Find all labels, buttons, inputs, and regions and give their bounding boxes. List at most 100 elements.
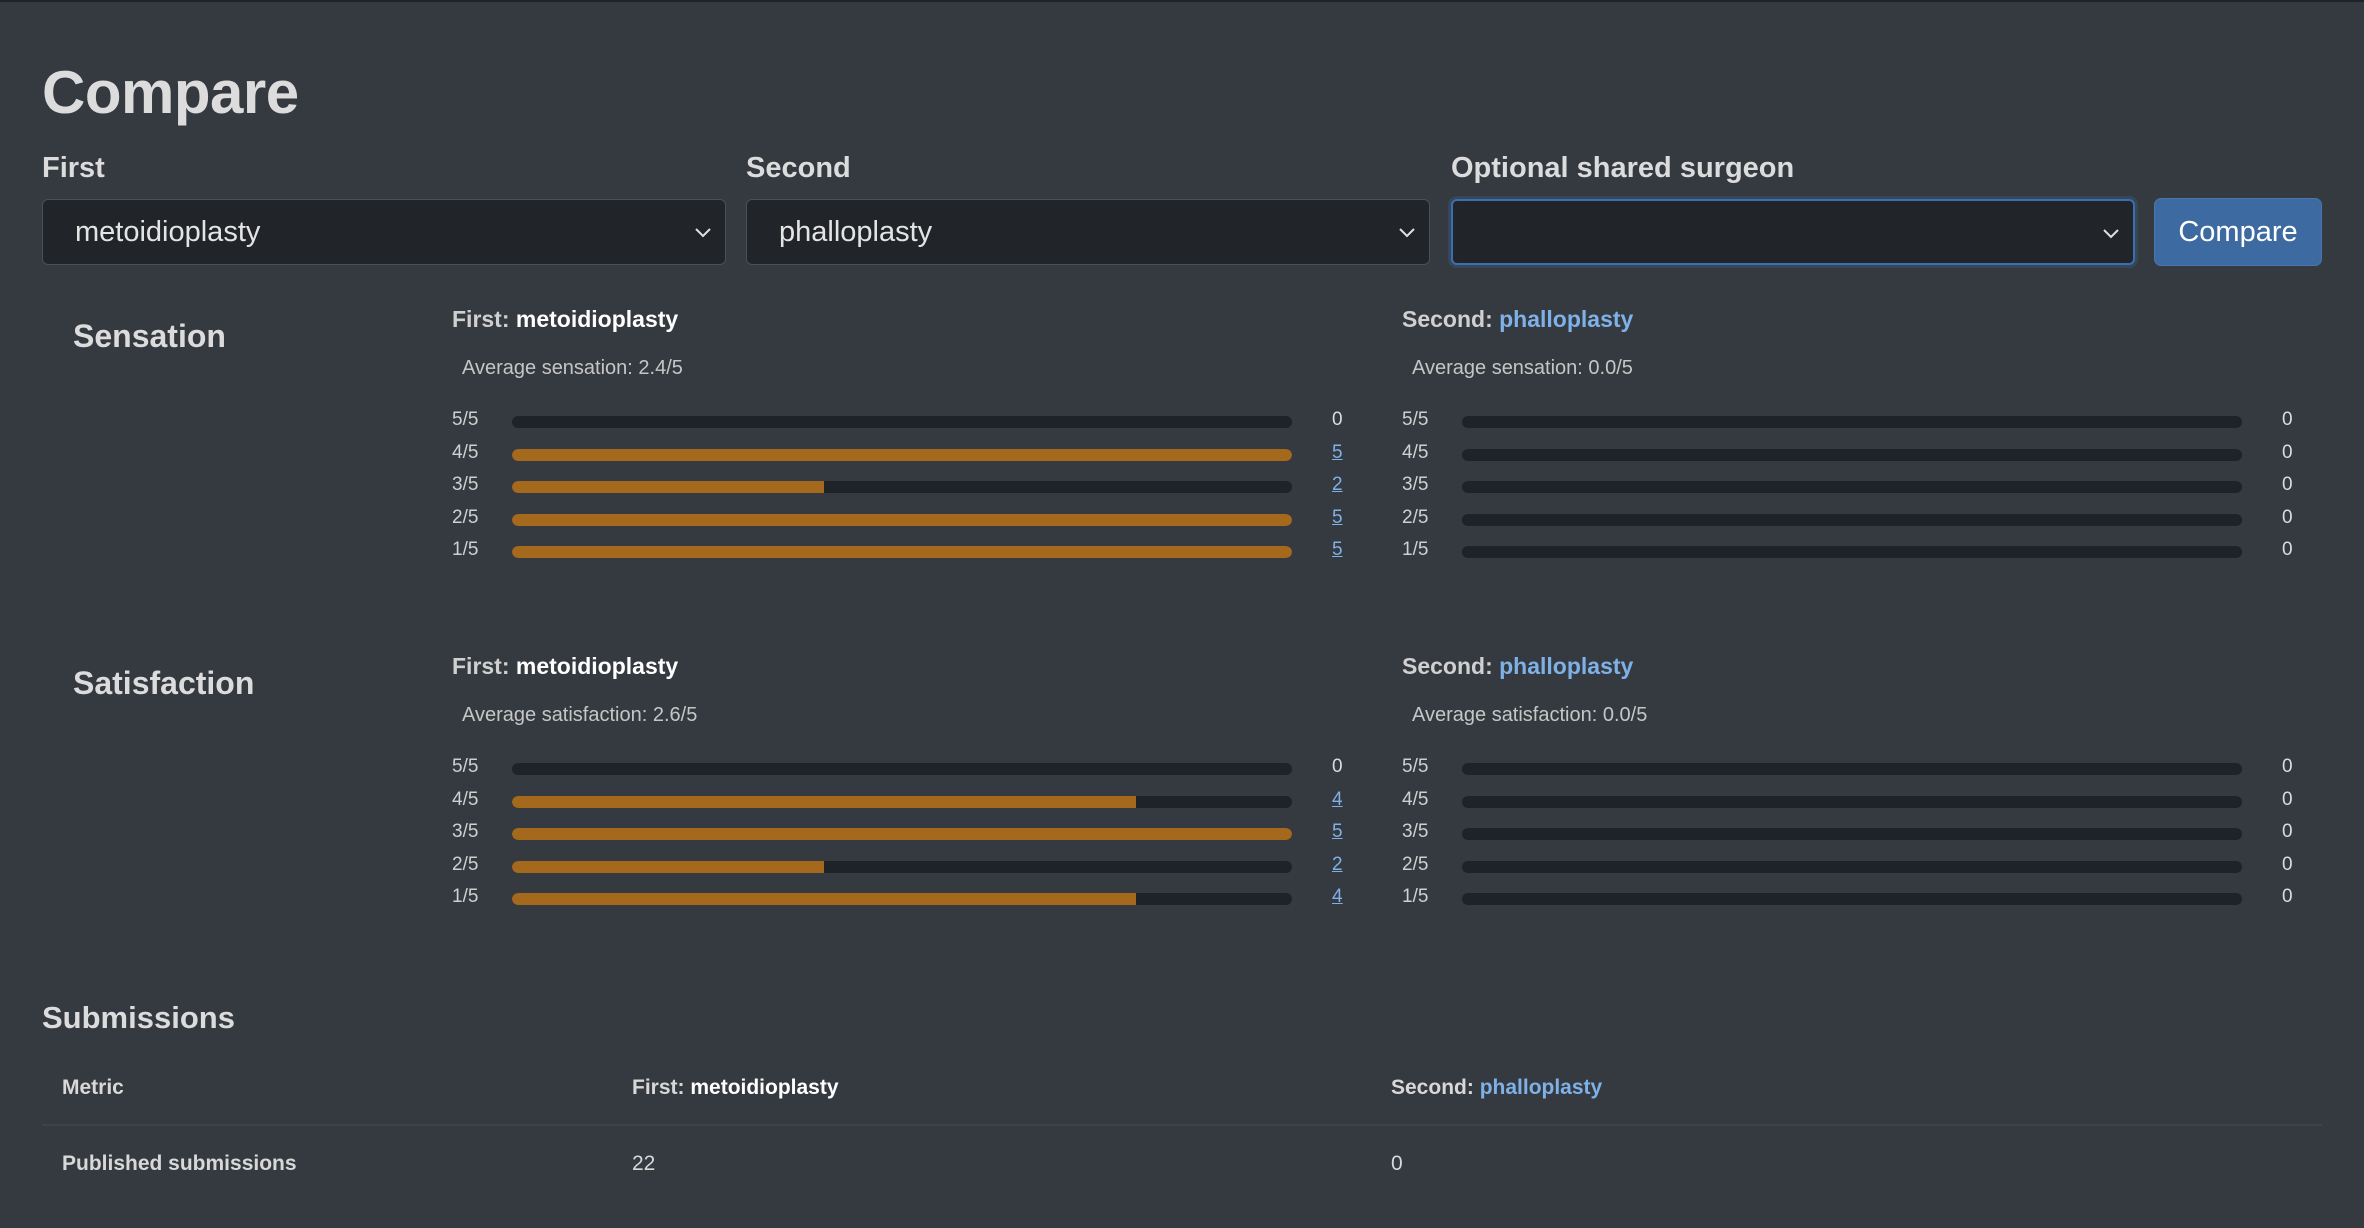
satisfaction-first-average: Average satisfaction: 2.6/5 — [462, 704, 698, 726]
rating-count-link[interactable]: 2 — [1332, 853, 1343, 875]
heading-prefix: First: — [452, 653, 510, 679]
chevron-down-icon — [695, 228, 711, 238]
rating-bar-track — [1462, 860, 2242, 873]
first-procedure-name: metoidioplasty — [515, 306, 679, 332]
rating-bar-track — [1462, 828, 2242, 841]
rating-label: 1/5 — [1402, 886, 1429, 908]
rating-label: 3/5 — [1402, 474, 1429, 496]
rating-bar-track — [512, 860, 1292, 873]
satisfaction-title: Satisfaction — [73, 665, 255, 701]
first-select-value: metoidioplasty — [75, 215, 261, 248]
rating-row: 1/5 4 — [452, 886, 1352, 910]
rating-count-link[interactable]: 4 — [1332, 788, 1343, 810]
first-label: First — [42, 152, 105, 184]
compare-button[interactable]: Compare — [2154, 198, 2322, 266]
rating-row: 3/5 5 — [452, 821, 1352, 845]
rating-count-link[interactable]: 2 — [1332, 474, 1343, 496]
rating-bar-track — [1462, 546, 2242, 559]
rating-label: 3/5 — [452, 821, 479, 843]
rating-bar-fill — [512, 828, 1292, 841]
rating-count-link[interactable]: 5 — [1332, 821, 1343, 843]
rating-bar-track — [512, 481, 1292, 494]
header-prefix: Second: — [1391, 1076, 1474, 1099]
rating-count: 0 — [2282, 441, 2293, 463]
first-procedure-name: metoidioplasty — [690, 1076, 839, 1099]
rating-count: 0 — [1332, 409, 1343, 430]
rating-row: 4/5 4 — [452, 789, 1352, 813]
first-value-cell: 22 — [632, 1152, 656, 1175]
rating-bar-fill — [512, 860, 824, 873]
rating-bar-track — [512, 513, 1292, 526]
rating-count: 0 — [2282, 506, 2293, 528]
rating-bar-fill — [512, 448, 1292, 461]
second-column-header: Second: phalloplasty — [1391, 1076, 1602, 1100]
rating-row: 3/5 2 — [452, 474, 1352, 498]
rating-label: 5/5 — [452, 756, 479, 777]
rating-row: 1/5 0 — [1402, 886, 2302, 910]
heading-prefix: Second: — [1402, 653, 1493, 679]
metric-cell: Published submissions — [62, 1152, 297, 1175]
metric-header: Metric — [62, 1076, 124, 1099]
rating-label: 3/5 — [1402, 821, 1429, 843]
rating-count-link[interactable]: 5 — [1332, 539, 1343, 561]
rating-bar-track — [512, 763, 1292, 775]
rating-count: 0 — [2282, 886, 2293, 908]
rating-count: 0 — [2282, 539, 2293, 561]
top-border — [0, 0, 2364, 2]
rating-count-link[interactable]: 5 — [1332, 441, 1343, 463]
sensation-first-heading: First: metoidioplasty — [452, 306, 678, 333]
rating-bar-fill — [512, 795, 1136, 808]
rating-count: 0 — [2282, 756, 2293, 777]
rating-count: 0 — [2282, 853, 2293, 875]
rating-label: 4/5 — [1402, 441, 1429, 463]
second-select[interactable]: phalloplasty — [746, 199, 1430, 265]
rating-row: 5/5 0 — [452, 409, 1352, 433]
surgeon-select[interactable] — [1451, 199, 2135, 265]
surgeon-label: Optional shared surgeon — [1451, 152, 1795, 184]
rating-bar-track — [1462, 513, 2242, 526]
rating-count: 0 — [2282, 821, 2293, 843]
rating-bar-track — [512, 546, 1292, 559]
second-label: Second — [746, 152, 851, 184]
rating-bar-track — [512, 448, 1292, 461]
rating-row: 1/5 5 — [452, 539, 1352, 563]
rating-row: 2/5 2 — [452, 854, 1352, 878]
page-title: Compare — [42, 59, 299, 126]
rating-row: 5/5 0 — [452, 756, 1352, 780]
rating-count: 0 — [2282, 409, 2293, 430]
rating-row: 4/5 0 — [1402, 789, 2302, 813]
rating-label: 1/5 — [452, 539, 479, 561]
submissions-title: Submissions — [42, 1000, 235, 1035]
second-value-cell: 0 — [1391, 1152, 1403, 1175]
rating-row: 2/5 0 — [1402, 854, 2302, 878]
second-procedure-link[interactable]: phalloplasty — [1499, 653, 1634, 679]
satisfaction-first-heading: First: metoidioplasty — [452, 653, 678, 680]
rating-bar-track — [1462, 448, 2242, 461]
sensation-second-heading: Second: phalloplasty — [1402, 306, 1633, 333]
sensation-second-average: Average sensation: 0.0/5 — [1412, 357, 1633, 379]
rating-row: 3/5 0 — [1402, 821, 2302, 845]
rating-bar-fill — [512, 546, 1292, 559]
second-procedure-link[interactable]: phalloplasty — [1499, 306, 1634, 332]
header-prefix: First: — [632, 1076, 685, 1099]
rating-row: 4/5 5 — [452, 442, 1352, 466]
rating-row: 5/5 0 — [1402, 756, 2302, 780]
rating-label: 2/5 — [1402, 506, 1429, 528]
rating-row: 4/5 0 — [1402, 442, 2302, 466]
rating-count-link[interactable]: 5 — [1332, 506, 1343, 528]
rating-label: 2/5 — [452, 853, 479, 875]
rating-count-link[interactable]: 4 — [1332, 886, 1343, 908]
rating-bar-fill — [512, 893, 1136, 906]
rating-row: 5/5 0 — [1402, 409, 2302, 433]
satisfaction-second-average: Average satisfaction: 0.0/5 — [1412, 704, 1648, 726]
rating-row: 1/5 0 — [1402, 539, 2302, 563]
rating-label: 1/5 — [1402, 539, 1429, 561]
rating-label: 2/5 — [452, 506, 479, 528]
rating-bar-track — [1462, 416, 2242, 428]
rating-count: 0 — [1332, 756, 1343, 777]
rating-count: 0 — [2282, 788, 2293, 810]
rating-bar-track — [1462, 763, 2242, 775]
second-procedure-link[interactable]: phalloplasty — [1479, 1076, 1603, 1099]
first-select[interactable]: metoidioplasty — [42, 199, 726, 265]
